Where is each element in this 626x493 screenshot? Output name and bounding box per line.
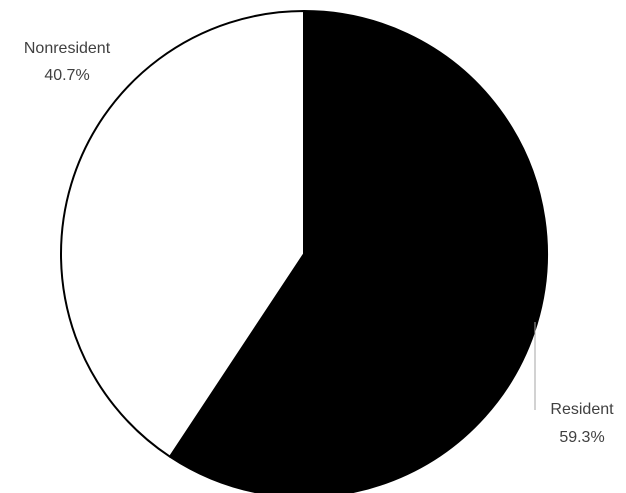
slice-label-resident-value: 59.3% [559,429,604,446]
slice-label-nonresident: Nonresident 40.7% [24,40,111,84]
pie-slices [60,10,548,493]
pie-slice-nonresident [60,10,305,458]
slice-label-nonresident-name: Nonresident [24,40,111,57]
slice-label-resident-name: Resident [550,401,614,418]
slice-label-resident: Resident 59.3% [550,401,614,446]
slice-label-nonresident-value: 40.7% [44,67,89,84]
pie-slice-resident [168,10,548,493]
